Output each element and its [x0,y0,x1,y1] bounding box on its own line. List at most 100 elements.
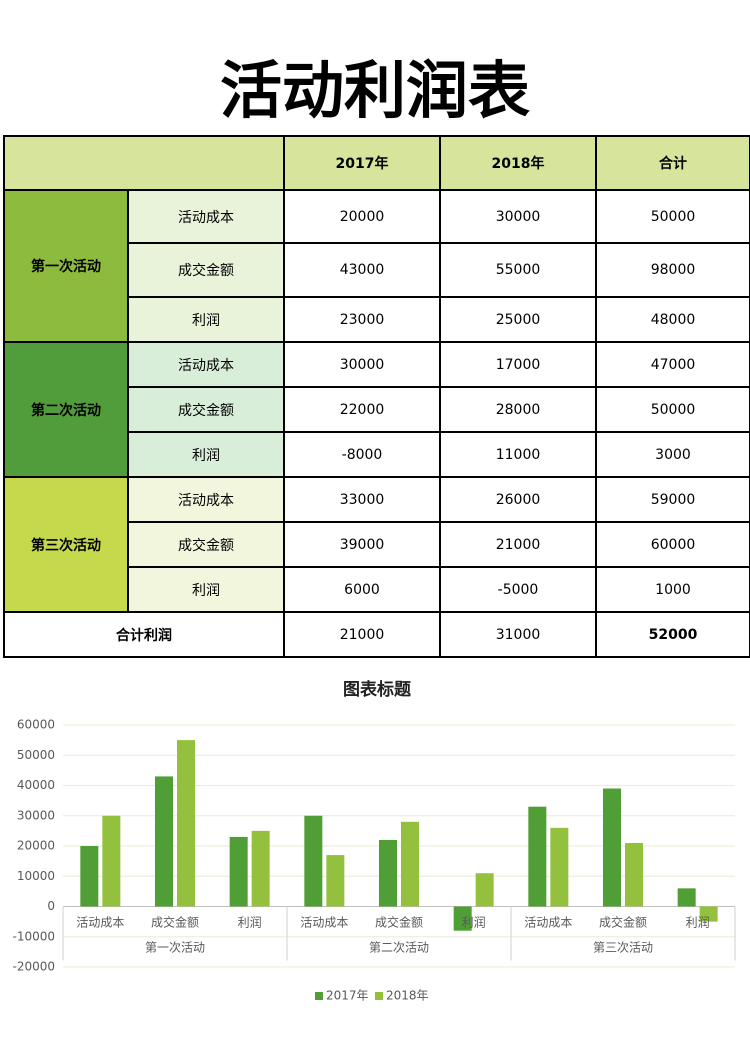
group-label: 第三次活动 [3,476,129,613]
cell-value: 17000 [439,341,597,388]
total-label: 合计利润 [3,611,285,658]
bar [453,906,472,931]
table-row: 利润 23000 25000 48000 [4,296,750,343]
table-row: 第二次活动 活动成本 30000 17000 47000 [3,341,750,478]
y-tick-label: -10000 [12,929,55,943]
table-row: 利润 -8000 11000 3000 [4,431,750,478]
x-tick-label: 活动成本 [524,916,572,930]
cell-value: 6000 [283,566,441,613]
bar [251,830,270,907]
y-tick-label: 60000 [17,718,55,732]
column-header: 2018年 [439,135,597,191]
cell-value: 28000 [439,386,597,433]
x-tick-label: 成交金额 [599,915,647,930]
table-row: 合计利润 21000 31000 52000 [3,611,750,658]
bar [155,776,173,907]
cell-value: 25000 [439,296,597,343]
row-label: 活动成本 [127,189,285,244]
table-row: 第一次活动 活动成本 20000 30000 50000 [3,189,750,343]
group-label: 第二次活动 [369,941,429,955]
cell-value: 11000 [439,431,597,478]
x-tick-label: 活动成本 [300,916,348,930]
legend-label: 2018年 [386,989,429,1003]
x-tick-label: 利润 [686,916,710,930]
row-label: 成交金额 [127,242,285,298]
cell-value: 39000 [283,521,441,568]
column-header: 2017年 [283,135,441,191]
cell-value: 22000 [283,386,441,433]
row-label: 利润 [127,296,285,343]
y-tick-label: 30000 [17,808,55,822]
bar [475,873,494,907]
row-label: 活动成本 [127,341,285,388]
profit-table: 2017年 2018年 合计 第一次活动 活动成本 20000 30000 50000 成交金额… [3,135,750,658]
cell-value: 20000 [283,189,441,244]
x-tick-label: 活动成本 [76,916,124,930]
header-corner [3,135,285,191]
cell-value: -5000 [439,566,597,613]
page-title: 活动利润表 [219,58,530,126]
row-label: 活动成本 [127,476,285,523]
bar [102,815,121,907]
cell-value: 60000 [595,521,750,568]
bar [80,846,99,907]
cell-value: 3000 [595,431,750,478]
bar [326,855,345,907]
x-tick-label: 成交金额 [151,915,199,930]
row-label: 成交金额 [127,386,285,433]
cell-value: 50000 [595,189,750,244]
cell-value: 48000 [595,296,750,343]
row-label: 利润 [127,431,285,478]
cell-value: 43000 [283,242,441,298]
table-row: 成交金额 22000 28000 50000 [4,386,750,433]
table-row: 利润 6000 -5000 1000 [4,566,750,613]
group-label: 第三次活动 [593,941,653,955]
cell-value: 30000 [439,189,597,244]
bar [677,888,696,907]
x-tick-label: 利润 [238,916,262,930]
group-label: 第二次活动 [3,341,129,478]
table-row: 成交金额 39000 21000 60000 [4,521,750,568]
y-tick-label: -20000 [12,960,55,974]
table-row: 第三次活动 活动成本 33000 26000 59000 [3,476,750,613]
total-value: 21000 [283,611,441,658]
row-label: 成交金额 [127,521,285,568]
y-tick-label: 20000 [17,839,55,853]
bar [699,906,718,922]
column-header: 合计 [595,135,750,191]
legend-swatch [375,992,383,1000]
chart-title: 图表标题 [343,679,412,700]
cell-value: 23000 [283,296,441,343]
cell-value: 1000 [595,566,750,613]
cell-value: 30000 [283,341,441,388]
chart: 图表标题 -20000 -10000 0 10000 20000 30000 40000 50… [12,679,736,1003]
total-value: 52000 [595,611,750,658]
table-row: 成交金额 43000 55000 98000 [4,242,750,298]
cell-value: 50000 [595,386,750,433]
cell-value: -8000 [283,431,441,478]
legend-swatch [315,992,323,1000]
x-tick-label: 成交金额 [375,915,423,930]
cell-value: 55000 [439,242,597,298]
table-row: 2017年 2018年 合计 [3,135,750,191]
y-tick-label: 50000 [17,748,55,762]
legend-label: 2017年 [326,989,369,1003]
row-label: 利润 [127,566,285,613]
x-tick-label: 利润 [462,916,486,930]
bar [625,842,643,907]
bar [550,827,569,907]
cell-value: 59000 [595,476,750,523]
group-label: 第一次活动 [3,189,129,343]
cell-value: 21000 [439,521,597,568]
bar [401,821,419,907]
total-value: 31000 [439,611,597,658]
bar [528,806,547,907]
bar [304,815,323,907]
y-tick-label: 10000 [17,869,55,883]
bar [177,740,195,907]
cell-value: 47000 [595,341,750,388]
bar [603,788,621,907]
cell-value: 98000 [595,242,750,298]
y-tick-label: 0 [47,899,55,913]
